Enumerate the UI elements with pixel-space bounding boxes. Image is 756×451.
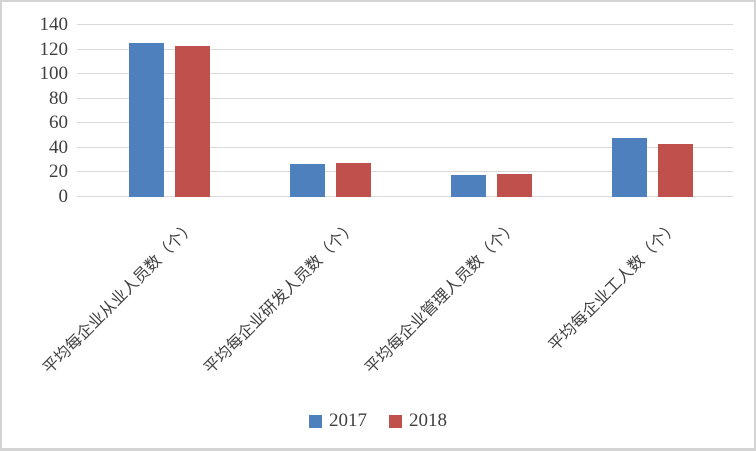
category-labels: 平均每企业从业人员数（个） 平均每企业研发人员数（个） 平均每企业管理人员数（个）平… [41, 206, 733, 401]
bar-2018 [336, 162, 371, 197]
category-label: 平均每企业工人数（个） [546, 218, 683, 355]
plot-area [77, 24, 733, 197]
y-tick-label: 140 [39, 14, 69, 35]
bar-groups [77, 25, 733, 197]
gridline [77, 171, 733, 173]
legend-label: 2017 [329, 410, 367, 431]
gridline [77, 122, 733, 124]
y-tick-label: 40 [49, 136, 68, 158]
legend-swatch [389, 414, 402, 428]
gridline [77, 146, 733, 148]
gridline [77, 73, 733, 75]
bar-2017 [129, 43, 164, 197]
legend-label: 2018 [409, 410, 447, 431]
category-label: 平均每企业研发人员数（个） [201, 218, 361, 378]
category-label: 平均每企业管理人员数（个） [362, 218, 522, 378]
y-tick-label: 0 [58, 186, 69, 207]
bar-2018 [497, 173, 532, 197]
y-tick-label: 100 [39, 63, 69, 85]
bar-group [250, 25, 411, 197]
y-tick-label: 20 [49, 161, 68, 183]
gridline [77, 97, 733, 99]
bar-group [411, 25, 572, 197]
bar-2018 [658, 144, 693, 197]
legend-item-2018: 2018 [389, 410, 447, 432]
gridline [77, 196, 733, 197]
category-label: 平均每企业从业人员数（个） [40, 218, 200, 378]
bar-group [572, 25, 733, 197]
bar-2018 [175, 45, 210, 197]
y-tick-label: 60 [49, 112, 68, 134]
legend: 2017 2018 [2, 410, 754, 432]
gridline [77, 48, 733, 50]
legend-swatch [309, 414, 322, 428]
bar-group [89, 25, 250, 197]
bar-2017 [612, 138, 647, 197]
bar-2017 [290, 163, 325, 197]
bar-2017 [451, 174, 486, 197]
gridline [77, 24, 733, 25]
y-axis-labels: 0 20 40 60 80 100 120 140 [2, 15, 69, 207]
y-tick-label: 80 [49, 87, 68, 109]
legend-item-2017: 2017 [309, 410, 367, 432]
y-tick-label: 120 [39, 38, 69, 60]
